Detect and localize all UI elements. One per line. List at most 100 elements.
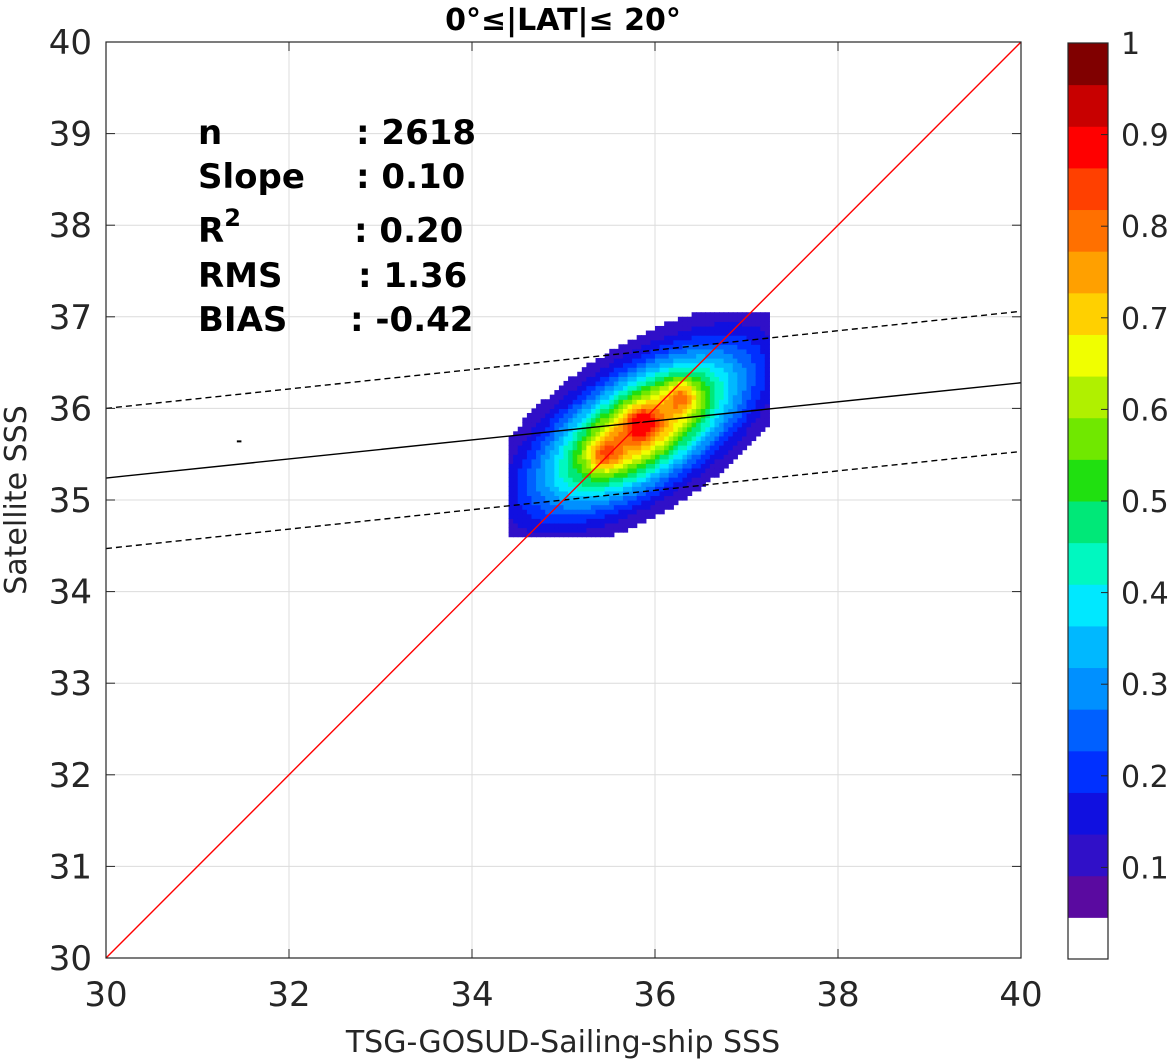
density-cell (604, 532, 610, 538)
density-cell (677, 495, 684, 501)
colorbar-tick-label: 0.9 (1121, 119, 1169, 154)
density-cell (700, 408, 706, 414)
density-cell (517, 522, 523, 529)
density-cell (645, 431, 652, 437)
density-cell (586, 449, 592, 455)
density-cell (728, 358, 734, 364)
density-cell (700, 348, 706, 355)
density-cell (664, 467, 670, 474)
density-cell (755, 325, 761, 332)
density-cell (604, 486, 610, 492)
density-cell (632, 513, 638, 519)
density-cell (705, 431, 711, 437)
density-cell (531, 490, 537, 497)
density-cell (673, 325, 679, 332)
density-cell (655, 500, 661, 506)
density-cell (590, 440, 597, 446)
density-cell (517, 431, 523, 437)
density-cell (577, 522, 583, 529)
density-cell (650, 463, 656, 469)
density-cell (595, 454, 601, 460)
density-cell (618, 518, 624, 524)
density-cell (659, 362, 665, 368)
density-cell (563, 486, 569, 492)
density-cell (746, 426, 752, 432)
density-cell (540, 449, 546, 455)
density-cell (728, 408, 734, 414)
density-cell (659, 445, 665, 451)
density-cell (581, 522, 587, 529)
density-cell (677, 486, 684, 492)
density-cell (508, 486, 514, 492)
density-cell (517, 509, 523, 515)
density-cell (641, 518, 647, 524)
density-cell (590, 449, 597, 455)
density-cell (558, 385, 565, 391)
density-cell (545, 504, 551, 510)
density-cell (572, 445, 578, 451)
density-cell (554, 408, 560, 414)
colorbar-tick-label: 1 (1121, 27, 1140, 62)
density-cell (659, 472, 665, 478)
density-cell (581, 454, 587, 460)
density-cell (696, 449, 702, 455)
density-cell (645, 467, 652, 474)
density-cell (714, 399, 720, 405)
density-cell (618, 408, 624, 414)
density-cell (668, 408, 674, 414)
density-cell (723, 408, 729, 414)
y-tick-label: 33 (49, 664, 92, 704)
colorbar-tick-label: 0.1 (1121, 851, 1169, 886)
density-cell (609, 353, 615, 359)
density-cell (609, 431, 615, 437)
density-cell (760, 394, 766, 400)
density-cell (526, 435, 533, 442)
density-cell (517, 504, 523, 510)
density-cell (700, 422, 706, 428)
density-cell (595, 394, 601, 400)
density-cell (536, 486, 542, 492)
density-cell (664, 358, 670, 364)
density-cell (719, 380, 725, 387)
density-cell (618, 362, 624, 368)
density-cell (522, 509, 528, 515)
density-cell (737, 353, 743, 359)
density-cell (577, 412, 583, 419)
density-cell (673, 380, 679, 387)
density-cell (609, 518, 615, 524)
density-cell (641, 422, 647, 428)
density-cell (705, 390, 711, 396)
density-cell (700, 477, 706, 483)
density-cell (705, 335, 711, 341)
density-cell (645, 399, 652, 405)
density-cell (600, 371, 606, 377)
density-cell (709, 339, 716, 345)
density-cell (687, 394, 693, 400)
density-cell (705, 440, 711, 446)
density-cell (687, 344, 693, 350)
density-cell (650, 495, 656, 501)
density-cell (563, 500, 569, 506)
density-cell (600, 385, 606, 391)
density-cell (709, 312, 716, 318)
density-cell (700, 385, 706, 391)
density-cell (572, 500, 578, 506)
density-cell (687, 367, 693, 373)
density-cell (723, 399, 729, 405)
density-cell (632, 353, 638, 359)
density-cell (673, 431, 679, 437)
density-cell (755, 431, 761, 437)
density-cell (673, 390, 679, 396)
density-cell (577, 495, 583, 501)
density-cell (636, 472, 642, 478)
density-cell (673, 394, 679, 400)
density-cell (668, 481, 674, 487)
density-cell (641, 440, 647, 446)
density-cell (728, 367, 734, 373)
density-cell (632, 495, 638, 501)
density-cell (563, 445, 569, 451)
density-cell (586, 394, 592, 400)
density-cell (737, 335, 743, 341)
density-cell (664, 321, 670, 327)
density-cell (522, 463, 528, 469)
